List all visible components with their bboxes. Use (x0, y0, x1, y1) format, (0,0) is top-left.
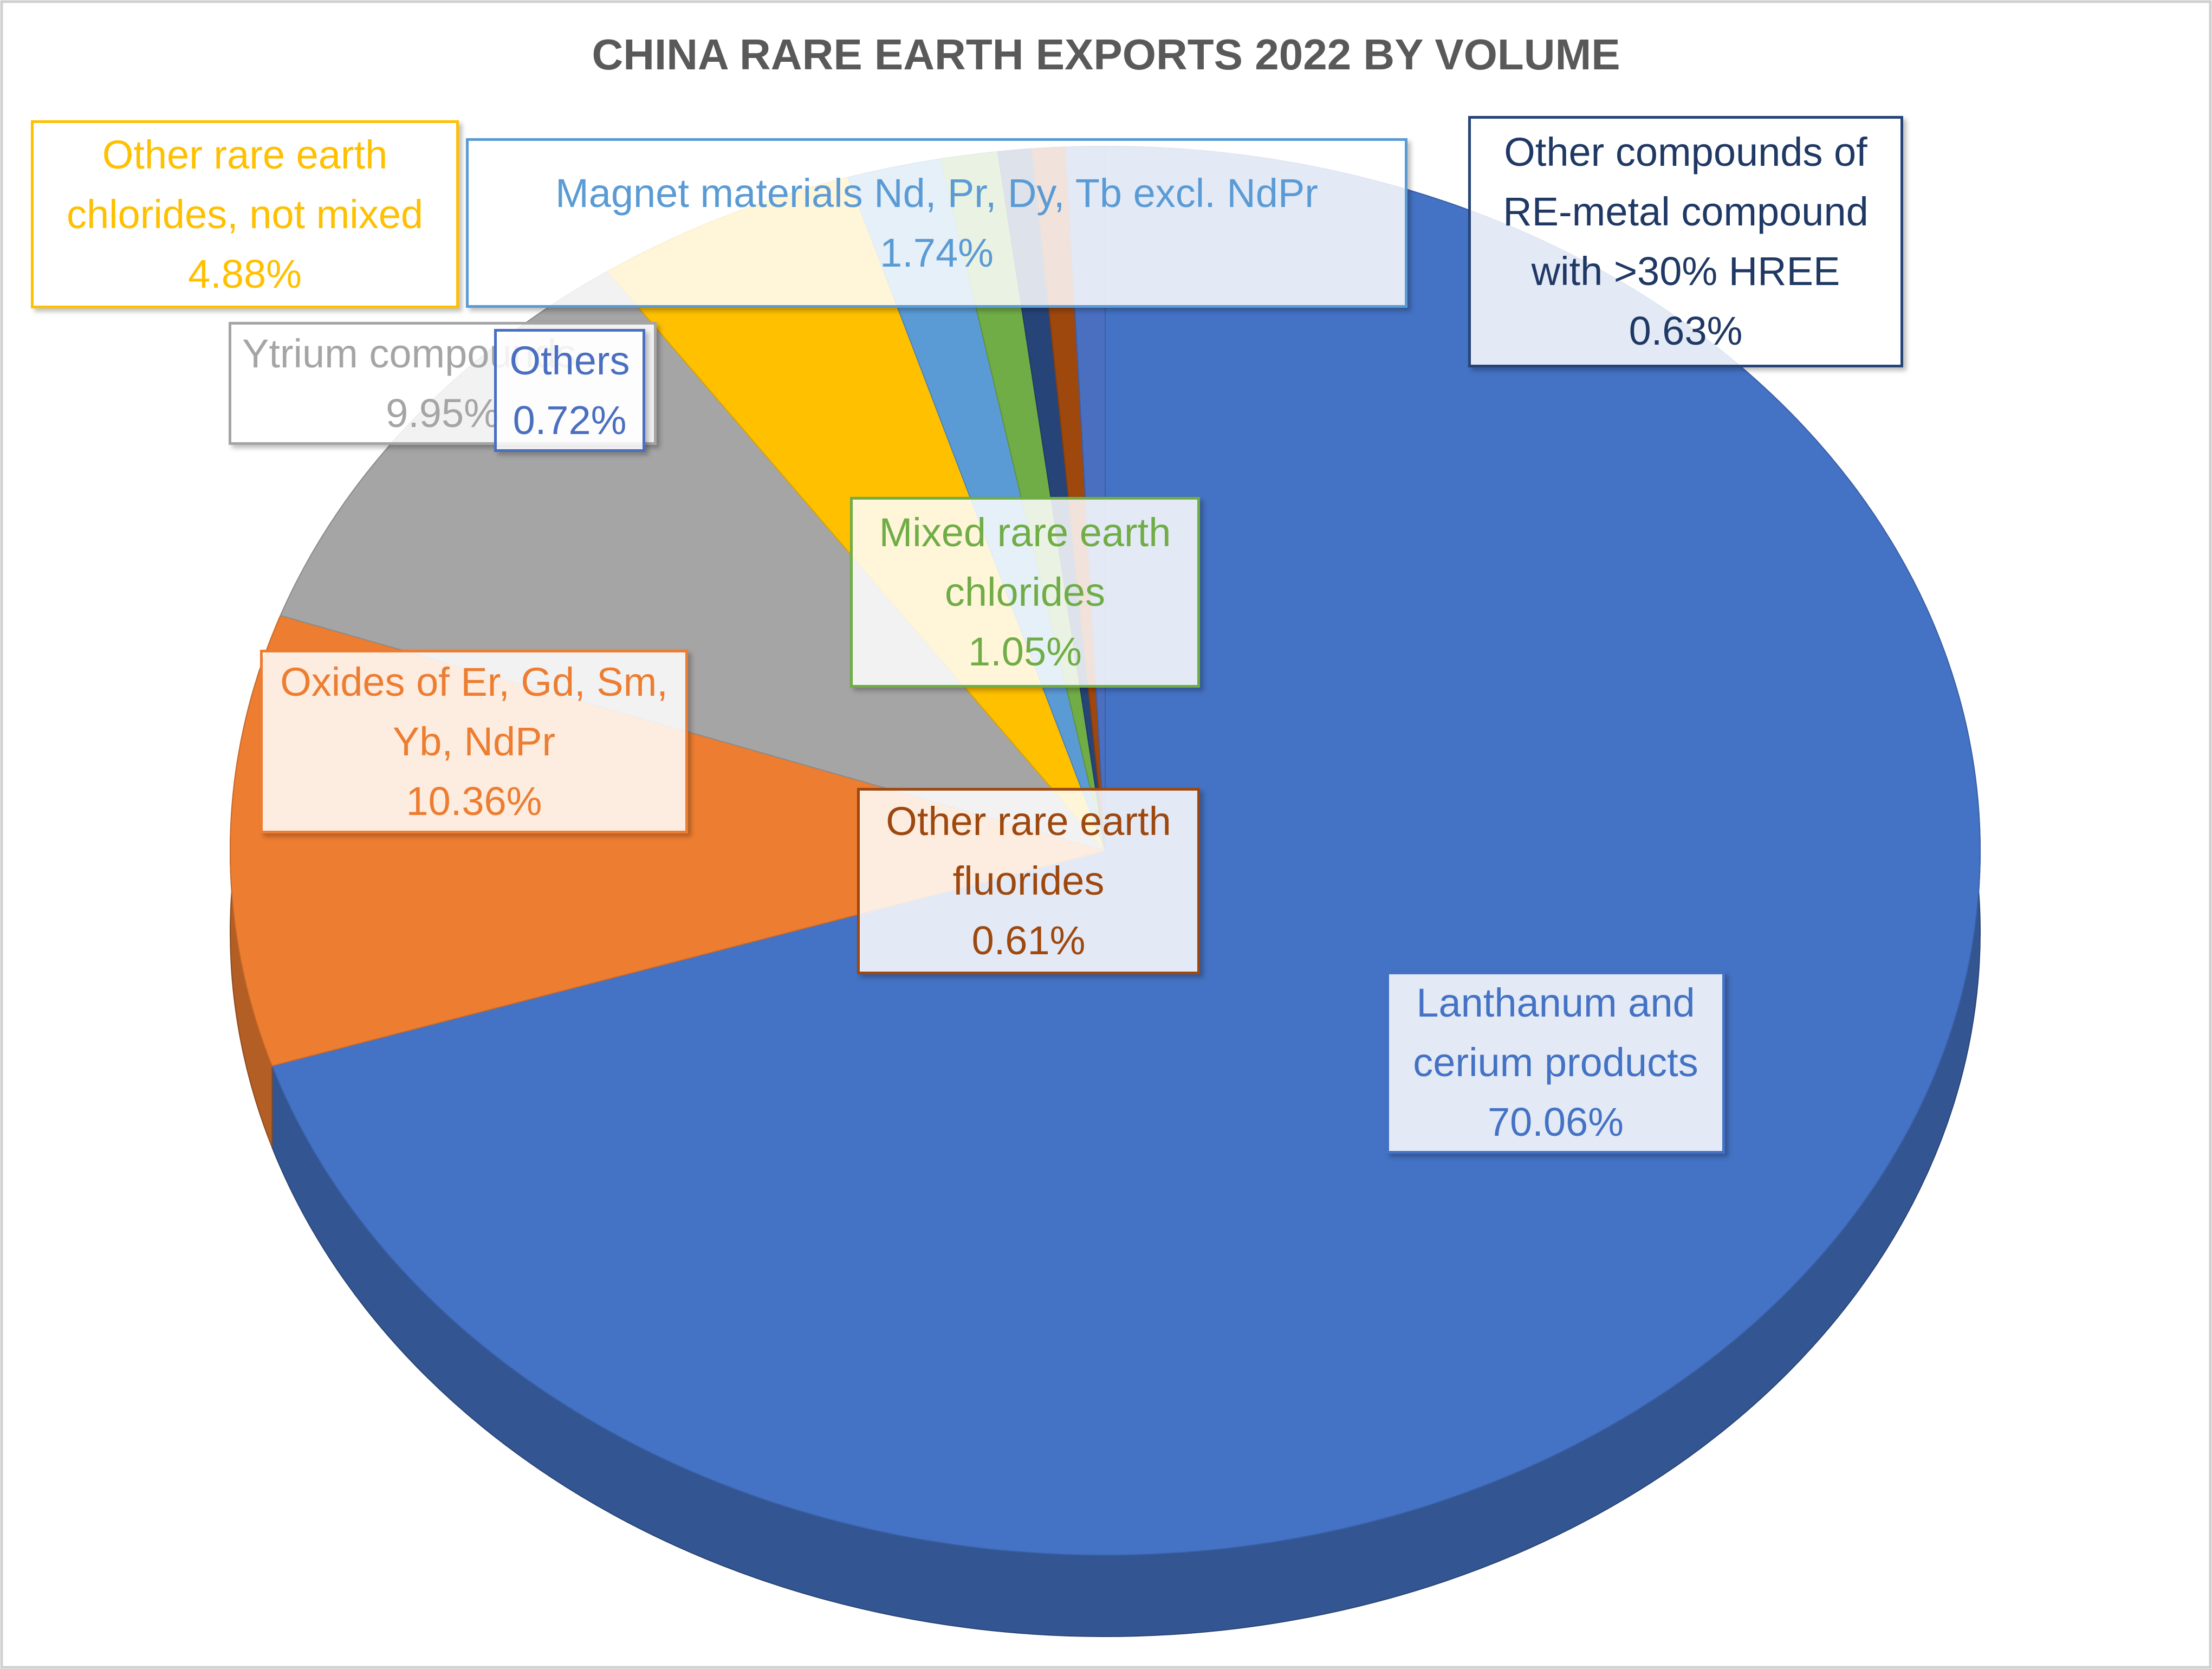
chart-title: CHINA RARE EARTH EXPORTS 2022 BY VOLUME (592, 30, 1620, 79)
label-value: 10.36% (406, 778, 542, 824)
label-name: Mixed rare earth chlorides (879, 510, 1171, 614)
label-name: Other rare earth chlorides, not mixed (66, 132, 424, 237)
data-label: Other rare earth fluorides 0.61% (857, 788, 1200, 974)
label-value: 9.95% (386, 390, 500, 436)
data-label: Others 0.72% (494, 329, 645, 452)
label-name: Other rare earth fluorides (886, 799, 1171, 903)
data-label: Magnet materials Nd, Pr, Dy, Tb excl. Nd… (466, 138, 1407, 308)
label-name: Lanthanum and cerium products (1413, 980, 1698, 1085)
label-value: 1.05% (968, 629, 1082, 674)
data-label: Oxides of Er, Gd, Sm, Yb, NdPr 10.36% (260, 650, 688, 833)
label-value: 4.88% (188, 251, 302, 296)
label-name: Others (509, 338, 630, 383)
label-value: 1.74% (880, 230, 994, 275)
label-name: Magnet materials Nd, Pr, Dy, Tb excl. Nd… (555, 170, 1318, 216)
data-label: Lanthanum and cerium products 70.06% (1386, 972, 1725, 1154)
data-label: Other compounds of RE-metal compound wit… (1468, 116, 1903, 367)
data-label: Other rare earth chlorides, not mixed 4.8… (31, 120, 459, 308)
data-label: Mixed rare earth chlorides 1.05% (850, 497, 1200, 688)
label-value: 0.72% (513, 397, 627, 443)
label-value: 0.61% (971, 918, 1086, 963)
label-value: 70.06% (1488, 1099, 1624, 1144)
label-name: Oxides of Er, Gd, Sm, Yb, NdPr (280, 659, 668, 764)
label-name: Other compounds of RE-metal compound wit… (1503, 130, 1869, 294)
label-value: 0.63% (1629, 308, 1743, 353)
